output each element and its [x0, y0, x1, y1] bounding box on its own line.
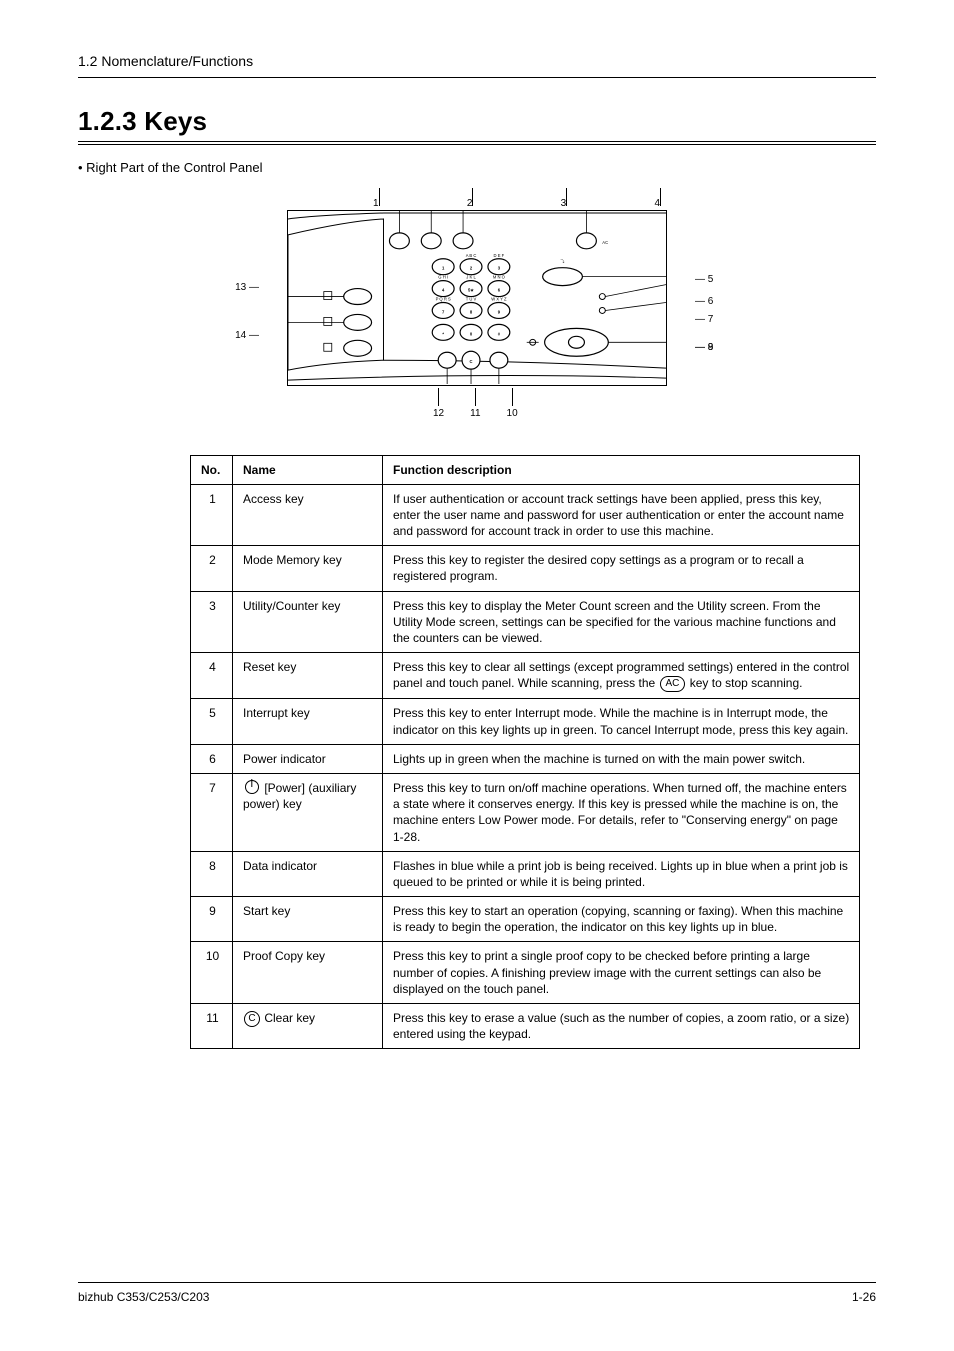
table-row: 10Proof Copy keyPress this key to print … [191, 942, 860, 1004]
cell-no: 5 [191, 699, 233, 744]
table-row: 11C Clear keyPress this key to erase a v… [191, 1004, 860, 1049]
reset-key-icon: AC [660, 676, 686, 692]
cell-no: 6 [191, 744, 233, 773]
cell-name: Data indicator [233, 851, 383, 896]
cell-desc: Flashes in blue while a print job is bei… [383, 851, 860, 896]
callout-5: — 5 [695, 275, 713, 285]
cell-desc: Press this key to start an operation (co… [383, 897, 860, 942]
section-title: 1.2.3 Keys [78, 104, 876, 145]
svg-text:D E F: D E F [494, 253, 505, 258]
cell-no: 9 [191, 897, 233, 942]
cell-desc: Press this key to turn on/off machine op… [383, 773, 860, 851]
cell-name: Mode Memory key [233, 546, 383, 591]
table-row: 2Mode Memory keyPress this key to regist… [191, 546, 860, 591]
cell-name: [Power] (auxiliary power) key [233, 773, 383, 851]
cell-no: 10 [191, 942, 233, 1004]
cell-no: 3 [191, 591, 233, 653]
svg-text:J K L: J K L [466, 275, 476, 280]
cell-name: Interrupt key [233, 699, 383, 744]
table-row: 8Data indicatorFlashes in blue while a p… [191, 851, 860, 896]
page-footer: bizhub C353/C253/C203 1-26 [78, 1282, 876, 1305]
cell-name: Proof Copy key [233, 942, 383, 1004]
callouts-top: 1 2 3 4 [287, 187, 667, 211]
svg-text:C: C [470, 359, 473, 364]
power-icon [245, 780, 259, 794]
footer-left: bizhub C353/C253/C203 [78, 1289, 209, 1305]
cell-desc: Press this key to display the Meter Coun… [383, 591, 860, 653]
callout-6: — 6 [695, 297, 713, 307]
table-row: 3Utility/Counter keyPress this key to di… [191, 591, 860, 653]
cell-name: Access key [233, 484, 383, 546]
cell-desc: Press this key to erase a value (such as… [383, 1004, 860, 1049]
running-head: 1.2 Nomenclature/Functions [78, 52, 876, 78]
callout-12: 12 [433, 388, 444, 421]
control-panel-drawing: AC12A B C3D E F4G H I5★J K L6M N O7P Q R… [287, 210, 667, 386]
svg-text:AC: AC [602, 240, 608, 245]
svg-text:P Q R S: P Q R S [436, 297, 451, 302]
cell-name: Reset key [233, 653, 383, 699]
cell-desc: Press this key to clear all settings (ex… [383, 653, 860, 699]
cell-desc: Press this key to enter Interrupt mode. … [383, 699, 860, 744]
table-row: 1Access keyIf user authentication or acc… [191, 484, 860, 546]
callout-10: 10 [507, 388, 518, 421]
callout-3: 3 [561, 187, 568, 211]
th-desc: Function description [383, 455, 860, 484]
table-row: 9Start keyPress this key to start an ope… [191, 897, 860, 942]
footer-right: 1-26 [852, 1289, 876, 1305]
table-row: 7 [Power] (auxiliary power) keyPress thi… [191, 773, 860, 851]
cell-no: 8 [191, 851, 233, 896]
cell-desc: Press this key to register the desired c… [383, 546, 860, 591]
cell-no: 1 [191, 484, 233, 546]
cell-no: 2 [191, 546, 233, 591]
svg-text:G H I: G H I [438, 275, 448, 280]
svg-text:A B C: A B C [466, 253, 477, 258]
c-key-icon: C [244, 1011, 260, 1027]
cell-name: Start key [233, 897, 383, 942]
cross-ref: "Conserving energy" on page 1-28 [393, 813, 838, 843]
callout-14: 14 — [235, 331, 259, 341]
callout-1: 1 [373, 187, 380, 211]
th-no: No. [191, 455, 233, 484]
callout-9: — 9 [695, 343, 713, 353]
cell-no: 4 [191, 653, 233, 699]
callout-2: 2 [467, 187, 474, 211]
callout-13: 13 — [235, 283, 259, 293]
cell-desc: Press this key to print a single proof c… [383, 942, 860, 1004]
callouts-bottom: 12 11 10 [287, 388, 667, 421]
key-reference-table: No. Name Function description 1Access ke… [190, 455, 860, 1050]
cell-no: 7 [191, 773, 233, 851]
callout-4: 4 [654, 187, 661, 211]
cell-name: Power indicator [233, 744, 383, 773]
callout-7: — 7 [695, 315, 713, 325]
th-name: Name [233, 455, 383, 484]
table-row: 5Interrupt keyPress this key to enter In… [191, 699, 860, 744]
callout-11: 11 [470, 388, 480, 421]
svg-text:T U V: T U V [466, 297, 477, 302]
svg-text:W X Y Z: W X Y Z [491, 297, 507, 302]
cell-name: Utility/Counter key [233, 591, 383, 653]
lead-text: • Right Part of the Control Panel [78, 159, 876, 177]
cell-desc: If user authentication or account track … [383, 484, 860, 546]
svg-text:5★: 5★ [468, 288, 474, 293]
cell-desc: Lights up in green when the machine is t… [383, 744, 860, 773]
control-panel-figure: 1234 AC12A B C3D E F4G H I5★J K L6M N O7… [287, 187, 667, 421]
table-row: 6Power indicatorLights up in green when … [191, 744, 860, 773]
cell-no: 11 [191, 1004, 233, 1049]
table-row: 4Reset keyPress this key to clear all se… [191, 653, 860, 699]
running-head-text: 1.2 Nomenclature/Functions [78, 52, 253, 71]
cell-name: C Clear key [233, 1004, 383, 1049]
svg-text:⤵: ⤵ [560, 259, 565, 264]
svg-text:M N O: M N O [493, 275, 506, 280]
